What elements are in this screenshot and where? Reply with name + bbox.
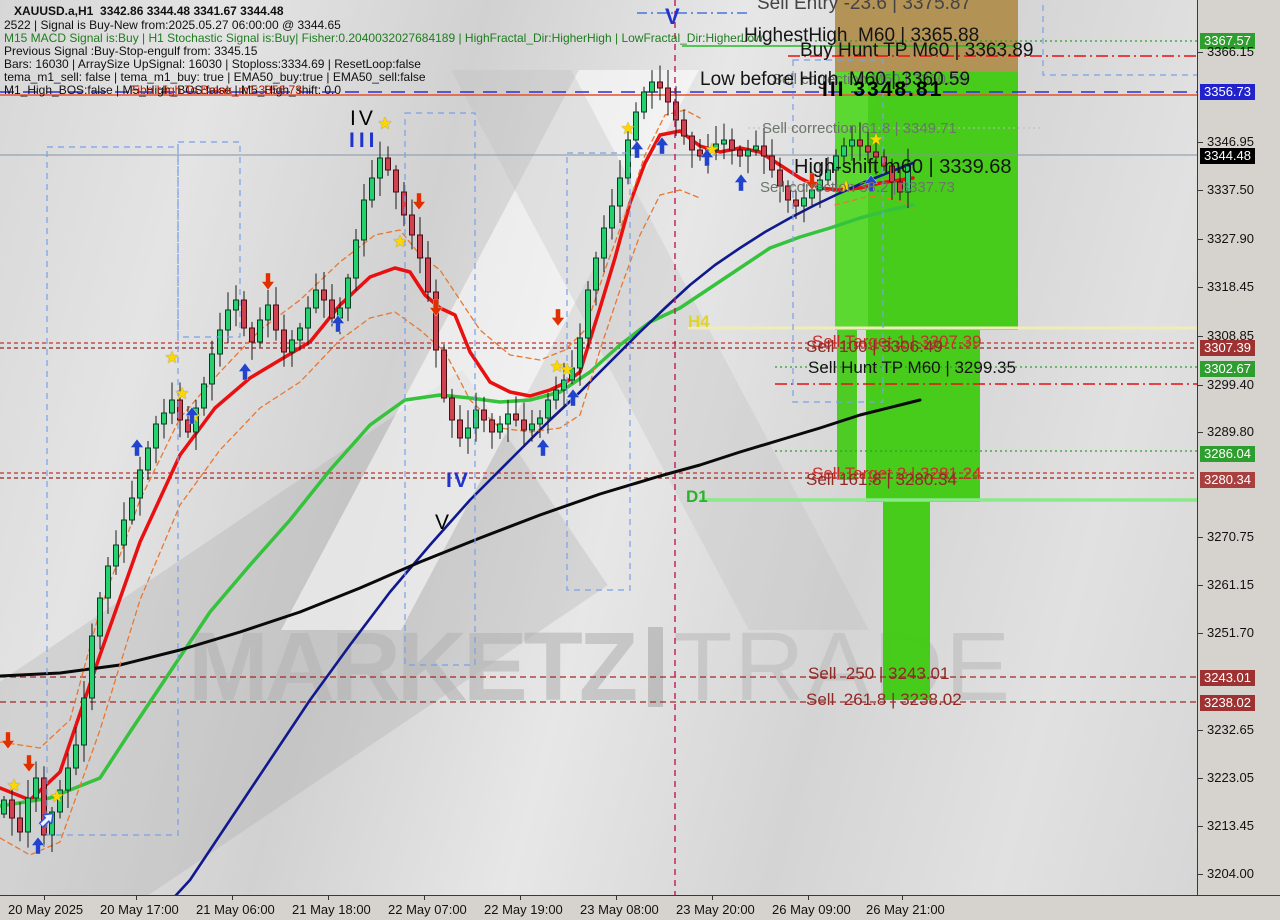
- time-tick-mark: [136, 896, 137, 900]
- price-tick-mark: [1198, 874, 1203, 875]
- time-tick-mark: [616, 896, 617, 900]
- fractal-box-3: [404, 112, 476, 666]
- time-tick-mark: [712, 896, 713, 900]
- fractal-box-5: [792, 59, 884, 403]
- fractal-box-6: [1042, 0, 1197, 76]
- ma-fast-red: [0, 129, 915, 802]
- price-level-badge: 3307.39: [1200, 340, 1255, 356]
- ma-slowest-black: [0, 398, 922, 678]
- price-level-badge: 3344.48: [1200, 148, 1255, 164]
- price-tick-label: 3308.85: [1207, 328, 1254, 343]
- fractal-box-2: [177, 141, 241, 338]
- time-tick-label: 21 May 06:00: [196, 902, 275, 917]
- price-tick-label: 3213.45: [1207, 818, 1254, 833]
- ma-mid-green: [0, 203, 915, 808]
- price-chart-area[interactable]: MARKETZ TRADE ★ ★ ★ ★ ★ ★ ★ ★ ★ ★ ★ ★ ★ Sell Entry -…: [0, 0, 1197, 895]
- time-tick-mark: [328, 896, 329, 900]
- price-tick-mark: [1198, 287, 1203, 288]
- envelope-upper-orange: [0, 109, 701, 749]
- demand-zone-green-stripe: [835, 72, 868, 330]
- time-tick-label: 23 May 20:00: [676, 902, 755, 917]
- time-tick-mark: [232, 896, 233, 900]
- price-tick-mark: [1198, 142, 1203, 143]
- price-tick-mark: [1198, 826, 1203, 827]
- time-tick-mark: [520, 896, 521, 900]
- price-axis[interactable]: 3367.57 3366.15 3356.73 3346.95 3344.48 3337.…: [1197, 0, 1280, 895]
- price-tick-label: 3366.15: [1207, 44, 1254, 59]
- price-tick-mark: [1198, 190, 1203, 191]
- green-column-c: [883, 502, 930, 700]
- price-level-badge: 3286.04: [1200, 446, 1255, 462]
- time-tick-label: 26 May 09:00: [772, 902, 851, 917]
- price-tick-label: 3223.05: [1207, 770, 1254, 785]
- price-tick-mark: [1198, 52, 1203, 53]
- time-tick-mark: [808, 896, 809, 900]
- price-tick-label: 3299.40: [1207, 377, 1254, 392]
- price-tick-label: 3251.70: [1207, 625, 1254, 640]
- price-tick-mark: [1198, 432, 1203, 433]
- price-tick-mark: [1198, 730, 1203, 731]
- time-tick-mark: [424, 896, 425, 900]
- time-axis[interactable]: 20 May 2025 20 May 17:00 21 May 06:00 21 Ma…: [0, 895, 1280, 920]
- ma-slow-navy: [174, 161, 915, 895]
- time-tick-mark: [44, 896, 45, 900]
- time-tick-mark: [902, 896, 903, 900]
- price-tick-label: 3327.90: [1207, 231, 1254, 246]
- price-tick-label: 3232.65: [1207, 722, 1254, 737]
- price-level-badge: 3356.73: [1200, 84, 1255, 100]
- price-tick-label: 3346.95: [1207, 134, 1254, 149]
- time-tick-label: 20 May 2025: [8, 902, 84, 917]
- fractal-box-1: [46, 146, 179, 836]
- time-tick-label: 26 May 21:00: [866, 902, 945, 917]
- price-tick-mark: [1198, 239, 1203, 240]
- candlesticks: [1, 65, 911, 853]
- price-tick-mark: [1198, 633, 1203, 634]
- supply-zone-tan: [835, 0, 1018, 72]
- price-level-badge: 3243.01: [1200, 670, 1255, 686]
- time-tick-label: 22 May 19:00: [484, 902, 563, 917]
- time-tick-label: 22 May 07:00: [388, 902, 467, 917]
- price-tick-mark: [1198, 778, 1203, 779]
- price-tick-mark: [1198, 336, 1203, 337]
- time-tick-label: 21 May 18:00: [292, 902, 371, 917]
- fractal-box-4: [566, 152, 631, 591]
- price-tick-label: 3337.50: [1207, 182, 1254, 197]
- price-tick-mark: [1198, 537, 1203, 538]
- time-tick-label: 20 May 17:00: [100, 902, 179, 917]
- time-tick-label: 23 May 08:00: [580, 902, 659, 917]
- price-tick-label: 3270.75: [1207, 529, 1254, 544]
- price-tick-label: 3261.15: [1207, 577, 1254, 592]
- price-level-badge: 3280.34: [1200, 472, 1255, 488]
- envelope-right-orange: [834, 195, 914, 209]
- envelope-lower-orange: [0, 189, 701, 856]
- price-level-badge: 3302.67: [1200, 361, 1255, 377]
- price-tick-mark: [1198, 585, 1203, 586]
- price-level-badge: 3238.02: [1200, 695, 1255, 711]
- price-level-badge: 3367.57: [1200, 33, 1255, 49]
- price-tick-mark: [1198, 385, 1203, 386]
- green-column-a: [837, 330, 857, 480]
- price-tick-label: 3204.00: [1207, 866, 1254, 881]
- price-tick-label: 3289.80: [1207, 424, 1254, 439]
- price-tick-label: 3318.45: [1207, 279, 1254, 294]
